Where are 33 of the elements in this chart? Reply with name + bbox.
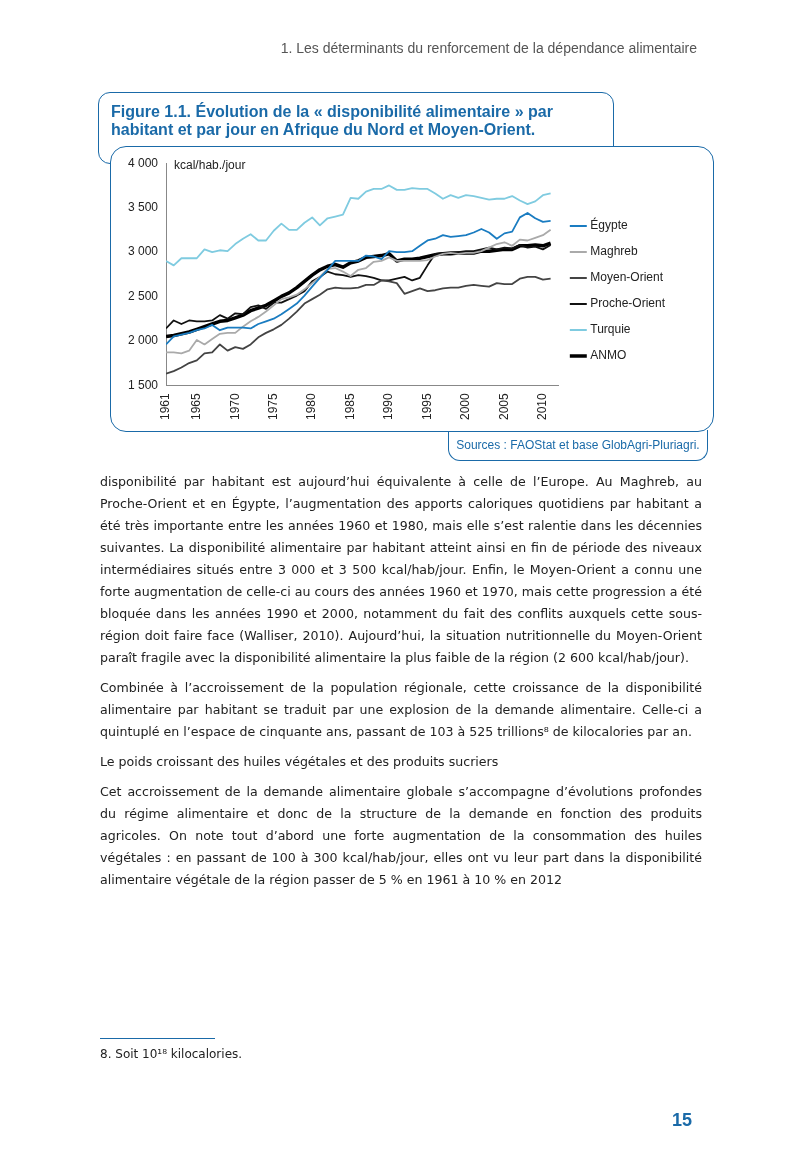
x-tick-label: 1980 bbox=[304, 392, 319, 421]
y-tick-label: 3 000 bbox=[128, 244, 159, 259]
y-tick-label: 1 500 bbox=[128, 377, 159, 392]
y-axis-title: kcal/hab./jour bbox=[174, 157, 246, 172]
text: 8. Soit 10¹⁸ kilocalories. bbox=[100, 1046, 243, 1061]
y-tick-label: 3 500 bbox=[128, 199, 159, 214]
chart-title: Figure 1.1. Évolution de la « disponibilité alimentaire » par habitant et par jour en Afrique du Nord et Moyen-Orient. bbox=[111, 103, 553, 138]
source-note: Sources : FAOStat et base GlobAgri-Pluriagri. bbox=[448, 430, 708, 461]
x-tick-label: 1975 bbox=[266, 392, 281, 421]
legend-label: Turquie bbox=[590, 322, 631, 337]
legend-label: Moyen-Orient bbox=[590, 270, 664, 285]
x-tick-label: 1990 bbox=[381, 392, 396, 421]
x-tick-label: 1995 bbox=[419, 392, 434, 421]
text: Combinée à l’accroissement de la population régionale, cette croissance de la disponibilité alimentaire par habitant se traduit par une explosion de la demande alimentaire. Celle-ci a quintuplé en l’espace de cinquante ans, passant de 103 à 525 trillions⁸ de kilocalories par an. bbox=[100, 679, 702, 741]
text: Cet accroissement de la demande alimentaire globale s’accompagne d’évolutions profondes du régime alimentaire et donc de la structure de la demande en fonction des produits agricoles. On note tout d’abord une forte augmentation de la consommation des huiles végétales : en passant de 100 à 300 kcal/hab/jour, elles ont vu leur part dans la disponibilité alimentaire végétale de la région passer de 5 % en 1961 à 10 % en 2012 bbox=[100, 783, 702, 889]
legend-label: ANMO bbox=[590, 348, 627, 363]
x-tick-label: 1961 bbox=[158, 392, 173, 421]
legend-label: Égypte bbox=[590, 217, 628, 233]
x-tick-label: 2000 bbox=[458, 392, 473, 421]
y-tick-label: 2 000 bbox=[128, 333, 159, 348]
x-tick-label: 2005 bbox=[496, 392, 511, 421]
x-tick-label: 2010 bbox=[535, 392, 550, 421]
text: 15 bbox=[671, 1110, 692, 1131]
x-tick-label: 1970 bbox=[227, 392, 242, 421]
text: 1. Les déterminants du renforcement de la dépendance alimentaire bbox=[279, 39, 698, 56]
legend-label: Maghreb bbox=[590, 244, 638, 259]
y-tick-label: 4 000 bbox=[128, 155, 159, 170]
text: Le poids croissant des huiles végétales et des produits sucriers bbox=[100, 753, 500, 771]
x-tick-label: 1965 bbox=[189, 392, 204, 421]
x-tick-label: 1985 bbox=[342, 392, 357, 421]
text: disponibilité par habitant est aujourd’hui équivalente à celle de l’Europe. Au Maghreb, au Proche-Orient et en Égypte, l’augmentation des apports caloriques quotidiens par habitant a été très importante entre les années 1960 et 1980, mais elle s’est ralentie dans les décennies suivantes. La disponibilité alimentaire par habitant atteint ainsi en fin de période des niveaux intermédiaires situés entre 3 000 et 3 500 kcal/hab/jour. Enfin, le Moyen-Orient a connu une forte augmentation de celle-ci au cours des années 1960 et 1970, mais cette progression a été bloquée dans les années 1990 et 2000, notamment du fait des conflits auxquels cette sous-région doit faire face (Walliser, 2010). Aujourd’hui, la situation nutritionnelle du Moyen-Orient paraît fragile avec la disponibilité alimentaire la plus faible de la région (2 600 kcal/hab/jour). bbox=[100, 474, 702, 665]
legend-label: Proche-Orient bbox=[590, 296, 666, 311]
y-tick-label: 2 500 bbox=[128, 288, 159, 303]
